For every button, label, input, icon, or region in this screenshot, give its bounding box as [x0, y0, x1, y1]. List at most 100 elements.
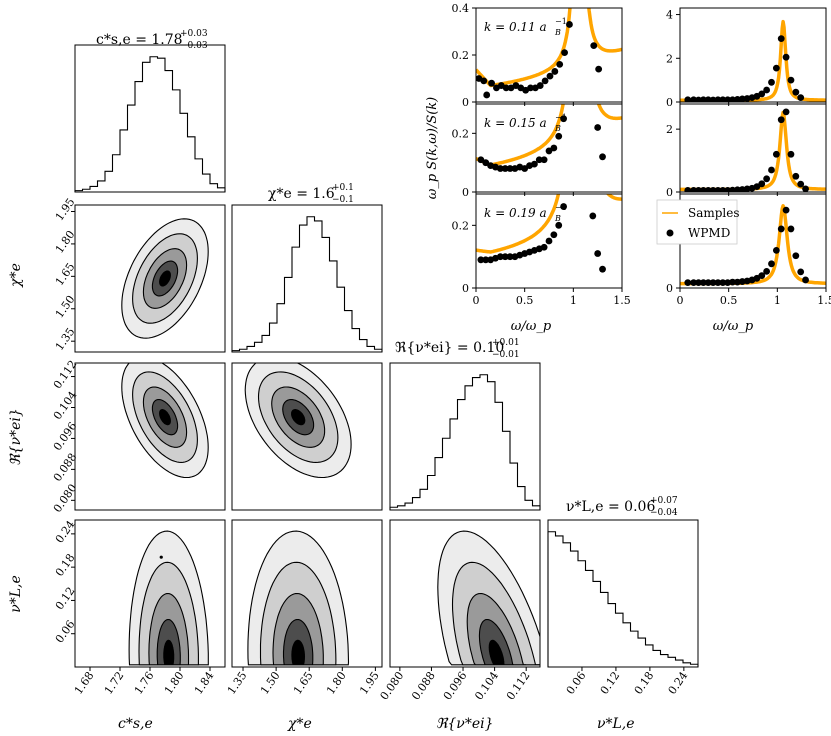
- contour-frame: [231, 362, 383, 511]
- wpmd-point: [797, 180, 805, 188]
- legend: Samples WPMD: [656, 199, 740, 245]
- wpmd-point: [555, 221, 563, 229]
- wpmd-point: [506, 165, 514, 172]
- wpmd-point: [589, 212, 597, 220]
- wpmd-point: [802, 185, 809, 192]
- spectrum-panel-2-left: 00.2: [452, 103, 623, 199]
- spectrum-y-tick-label: 0.4: [452, 2, 470, 15]
- wpmd-point: [483, 91, 491, 99]
- samples-band: [680, 19, 826, 102]
- contour-panel-c-chi: [74, 204, 226, 353]
- wpmd-point: [556, 61, 564, 68]
- legend-wpmd-marker: [666, 229, 674, 237]
- wpmd-point: [506, 253, 514, 261]
- svg-text:k = 0.15 a: k = 0.15 a: [484, 116, 547, 130]
- wpmd-point: [792, 172, 800, 180]
- wpmd-point: [797, 94, 805, 102]
- wpmd-point: [734, 95, 741, 102]
- x-tick-label-nuL: 0.12: [598, 669, 623, 697]
- y-tick-label-chi: 1.50: [53, 293, 78, 321]
- wpmd-point: [782, 206, 790, 214]
- y-tick-label-chi: 1.35: [53, 325, 78, 353]
- k-label-row-2: k = 0.15 a B −1: [484, 113, 567, 133]
- spectrum-frame: [679, 7, 827, 103]
- x-tick-label-c: 1.80: [162, 669, 187, 697]
- hist-chi: [231, 216, 383, 352]
- samples-band: [680, 110, 826, 192]
- wpmd-point: [772, 247, 780, 254]
- wpmd-point: [695, 279, 702, 287]
- hist-frame-nuL: [547, 519, 699, 668]
- x-tick-label-chi: 1.35: [225, 669, 250, 697]
- wpmd-point: [768, 78, 775, 86]
- svg-text:+0.07: +0.07: [650, 496, 678, 506]
- x-tick-label-nu: 0.088: [409, 669, 438, 702]
- legend-samples-label: Samples: [688, 206, 740, 220]
- wpmd-point: [777, 225, 785, 233]
- contour-panel-chi-nu: [231, 362, 383, 511]
- x-tick-label-nu: 0.104: [472, 669, 501, 702]
- spectrum-panel-1-right: 0 2 4: [666, 7, 827, 109]
- wpmd-point: [545, 237, 553, 245]
- wpmd-point: [792, 252, 800, 260]
- y-label-nuL: ν*L,e: [8, 575, 24, 613]
- wpmd-point: [488, 79, 495, 87]
- spectrum-frame: [679, 103, 827, 193]
- hist-nu: [389, 374, 541, 510]
- x-tick-label-nu: 0.080: [378, 669, 407, 702]
- spectrum-x-tick-label: 0: [473, 294, 480, 307]
- spectrum-x-tick-label: 0.5: [720, 294, 738, 307]
- wpmd-point: [782, 108, 790, 116]
- wpmd-point: [540, 156, 548, 164]
- contour-panel-c-nuL: [74, 519, 226, 668]
- wpmd-point: [541, 77, 549, 85]
- x-label-nuL: ν*L,e: [597, 716, 635, 732]
- wpmd-point: [777, 35, 785, 43]
- y-tick-label-chi: 1.80: [53, 228, 78, 256]
- contour-panel-chi-nuL: [231, 519, 383, 668]
- svg-text:k = 0.11 a: k = 0.11 a: [484, 20, 547, 34]
- svg-text:k = 0.19 a: k = 0.19 a: [484, 206, 547, 220]
- spectrum-y-tick-label: 0: [666, 186, 673, 199]
- wpmd-point: [758, 90, 766, 98]
- spectrum-x-tick-label: 1.5: [613, 294, 631, 307]
- wpmd-point: [758, 180, 766, 188]
- svg-text:B: B: [554, 124, 561, 133]
- wpmd-point: [540, 243, 548, 251]
- wpmd-point: [590, 42, 598, 49]
- wpmd-point: [482, 256, 490, 264]
- x-label-c: c*s,e: [118, 716, 153, 732]
- spectrum-x-tick-label: 1.5: [817, 294, 831, 307]
- wpmd-point: [782, 53, 790, 61]
- marginal-title-nu: ℜ{ν*ei} = 0.10 +0.01 −0.01: [395, 338, 520, 360]
- wpmd-point: [709, 279, 717, 287]
- wpmd-point: [536, 82, 544, 89]
- wpmd-point: [758, 272, 766, 280]
- wpmd-point: [690, 279, 698, 287]
- k-label-row-3: k = 0.19 a B −1: [484, 203, 567, 223]
- spectrum-x-tick-label: 0.5: [516, 294, 534, 307]
- spectra-y-label: ω_p S(k,ω)/S(k): [425, 97, 440, 200]
- marginal-title-nuL: ν*L,e = 0.06 +0.07 −0.04: [566, 496, 678, 518]
- contour-frame: [389, 519, 541, 668]
- wpmd-point: [684, 96, 692, 102]
- spectrum-x-tick-label: 0: [677, 294, 684, 307]
- wpmd-point: [480, 77, 488, 85]
- x-tick-label-c: 1.84: [192, 669, 217, 697]
- spectrum-panel-1-left: 0 0.2 0.4: [452, 2, 623, 109]
- svg-text:−1: −1: [555, 113, 567, 122]
- svg-text:B: B: [554, 214, 561, 223]
- x-label-nu: ℜ{ν*ei}: [436, 716, 493, 732]
- svg-text:+0.1: +0.1: [332, 183, 354, 193]
- y-tick-label-chi: 1.65: [53, 261, 78, 289]
- spectrum-y-tick-label: 0: [462, 282, 469, 295]
- spectrum-x-tick-label: 1: [774, 294, 781, 307]
- contour-panel-c-nu: [74, 362, 226, 511]
- wpmd-point: [501, 253, 509, 261]
- x-tick-label-nu: 0.096: [441, 669, 470, 702]
- spectrum-y-tick-label: 0: [462, 96, 469, 109]
- wpmd-point: [599, 153, 606, 161]
- wpmd-point: [560, 203, 567, 210]
- spectra-x-label-left: ω/ω_p: [511, 319, 552, 334]
